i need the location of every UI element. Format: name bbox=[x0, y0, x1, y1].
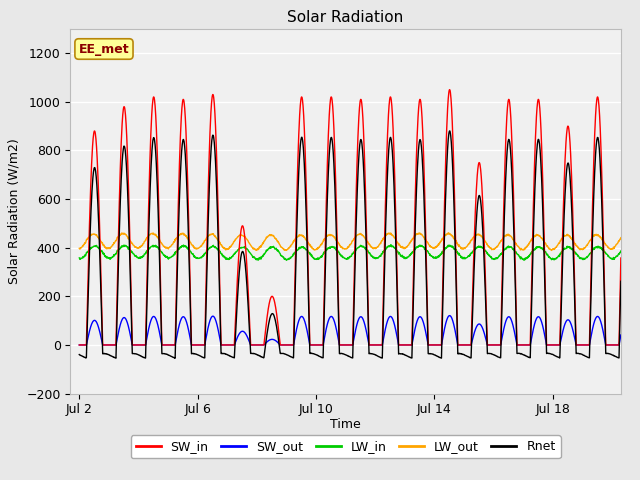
Title: Solar Radiation: Solar Radiation bbox=[287, 10, 404, 25]
X-axis label: Time: Time bbox=[330, 418, 361, 431]
Legend: SW_in, SW_out, LW_in, LW_out, Rnet: SW_in, SW_out, LW_in, LW_out, Rnet bbox=[131, 435, 561, 458]
Y-axis label: Solar Radiation (W/m2): Solar Radiation (W/m2) bbox=[8, 138, 20, 284]
Text: EE_met: EE_met bbox=[79, 43, 129, 56]
